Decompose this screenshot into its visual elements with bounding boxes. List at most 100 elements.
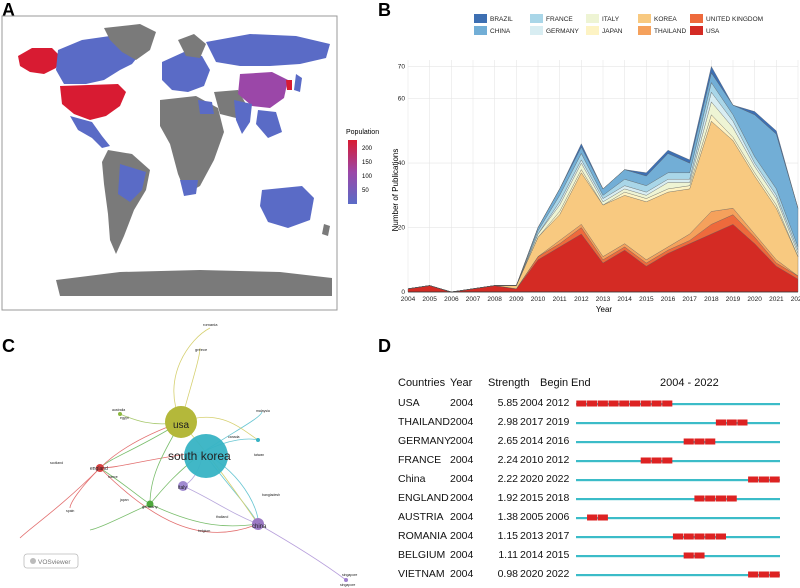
burst-year: 2004 (450, 530, 474, 542)
chart-legend-label: JAPAN (602, 28, 623, 35)
burst-end: 2006 (546, 511, 570, 523)
map-region-usa (60, 84, 126, 120)
burst-segment (694, 552, 705, 559)
burst-segment (715, 495, 727, 502)
burst-segment (769, 476, 780, 483)
burst-timeline (576, 498, 780, 501)
world-map (18, 24, 332, 296)
burst-timeline (576, 555, 780, 558)
burst-end: 2018 (546, 492, 570, 504)
network-node-china[interactable] (252, 518, 264, 530)
burst-segment (748, 476, 759, 483)
chart-x-tick-label: 2004 (401, 296, 416, 303)
chart-x-tick-label: 2020 (747, 296, 762, 303)
burst-strength: 2.65 (498, 435, 519, 447)
burst-end: 2017 (546, 530, 570, 542)
burst-segment (737, 419, 748, 426)
chart-legend-swatch (474, 26, 487, 35)
burst-segment (715, 419, 727, 426)
network-node-taiwan[interactable] (256, 438, 260, 442)
burst-begin: 2014 (520, 549, 544, 561)
burst-country: BELGIUM (398, 549, 445, 561)
chart-legend-swatch (690, 26, 703, 35)
map-region-greenland (104, 24, 156, 60)
chart-legend-swatch (586, 14, 599, 23)
burst-country: FRANCE (398, 454, 441, 466)
network-label: thailand (216, 515, 228, 519)
network-label: germany (142, 504, 158, 509)
burst-timeline (576, 574, 780, 577)
map-region-russia (206, 34, 330, 66)
burst-begin: 2014 (520, 435, 544, 447)
chart-x-tick-label: 2011 (553, 296, 567, 303)
burst-year: 2004 (450, 511, 474, 523)
network-node-england[interactable] (96, 464, 104, 472)
burst-segment (587, 400, 598, 407)
chart-legend-label: USA (706, 28, 720, 35)
burst-timeline (576, 441, 780, 444)
network-label: belgium (198, 529, 210, 533)
burst-end: 2015 (546, 549, 570, 561)
network-node-australia[interactable] (118, 412, 122, 416)
chart-legend-swatch (474, 14, 487, 23)
burst-begin: 2020 (520, 568, 544, 580)
chart-x-tick-label: 2009 (509, 296, 524, 303)
burst-segment (683, 552, 694, 559)
burst-year: 2004 (450, 435, 474, 447)
panel-label-c: C (2, 336, 15, 356)
network-label: egypt (120, 416, 129, 420)
burst-segment (640, 457, 651, 464)
burst-segment (726, 419, 737, 426)
map-region-se-asia (256, 110, 282, 138)
map-region-korea (286, 80, 292, 90)
burst-header: Year (450, 377, 473, 389)
map-legend-tick: 100 (362, 174, 373, 180)
burst-end: 2019 (546, 416, 570, 428)
burst-segment (694, 438, 705, 445)
network-node-usa[interactable] (165, 406, 197, 438)
network-node-south-korea[interactable] (184, 434, 228, 478)
chart-x-tick-label: 2012 (574, 296, 589, 303)
chart-x-tick-label: 2022 (791, 296, 800, 303)
chart-y-axis-label: Number of Publications (391, 149, 400, 232)
chart-x-tick-label: 2008 (487, 296, 502, 303)
burst-timeline (576, 517, 780, 520)
burst-country: GERMANY (398, 435, 451, 447)
map-region-egypt (198, 100, 214, 114)
chart-legend-swatch (530, 26, 543, 35)
burst-header: Strength (488, 377, 530, 389)
chart-x-tick-label: 2006 (444, 296, 459, 303)
burst-year: 2004 (450, 492, 474, 504)
map-legend-tick: 150 (362, 160, 373, 166)
chart-x-tick-label: 2016 (661, 296, 676, 303)
chart-legend: BRAZIL FRANCE ITALY KOREA UNITED KINGDOM CHIN… (474, 14, 763, 35)
burst-strength: 1.92 (498, 492, 519, 504)
network-node-italy[interactable] (178, 481, 188, 491)
burst-header: End (571, 377, 591, 389)
chart-x-tick-label: 2010 (531, 296, 546, 303)
network-label: south korea (168, 449, 231, 463)
burst-segment (651, 457, 662, 464)
chart-x-tick-label: 2015 (639, 296, 654, 303)
map-region-australia (260, 186, 314, 228)
chart-legend-swatch (690, 14, 703, 23)
chart-area-brazil (407, 66, 799, 293)
map-region-antarctica (56, 270, 332, 296)
network-label: singapore (342, 573, 357, 577)
network-label: canada (228, 435, 240, 439)
publications-area-chart: BRAZIL FRANCE ITALY KOREA UNITED KINGDOM CHIN… (391, 14, 800, 314)
map-legend-tick: 50 (362, 188, 369, 194)
burst-segment (651, 400, 662, 407)
network-label: england (90, 466, 108, 472)
map-region-scandinavia (178, 34, 206, 58)
network-node-singapore[interactable] (344, 578, 348, 582)
network-node-germany[interactable] (146, 500, 154, 508)
chart-x-tick-label: 2014 (617, 296, 632, 303)
map-legend-tick: 200 (362, 146, 373, 152)
burst-segment (758, 571, 769, 578)
vosviewer-logo-icon (30, 558, 36, 564)
chart-x-tick-label: 2018 (704, 296, 719, 303)
burst-segment (758, 476, 769, 483)
chart-legend-swatch (638, 26, 651, 35)
burst-begin: 2017 (520, 416, 544, 428)
